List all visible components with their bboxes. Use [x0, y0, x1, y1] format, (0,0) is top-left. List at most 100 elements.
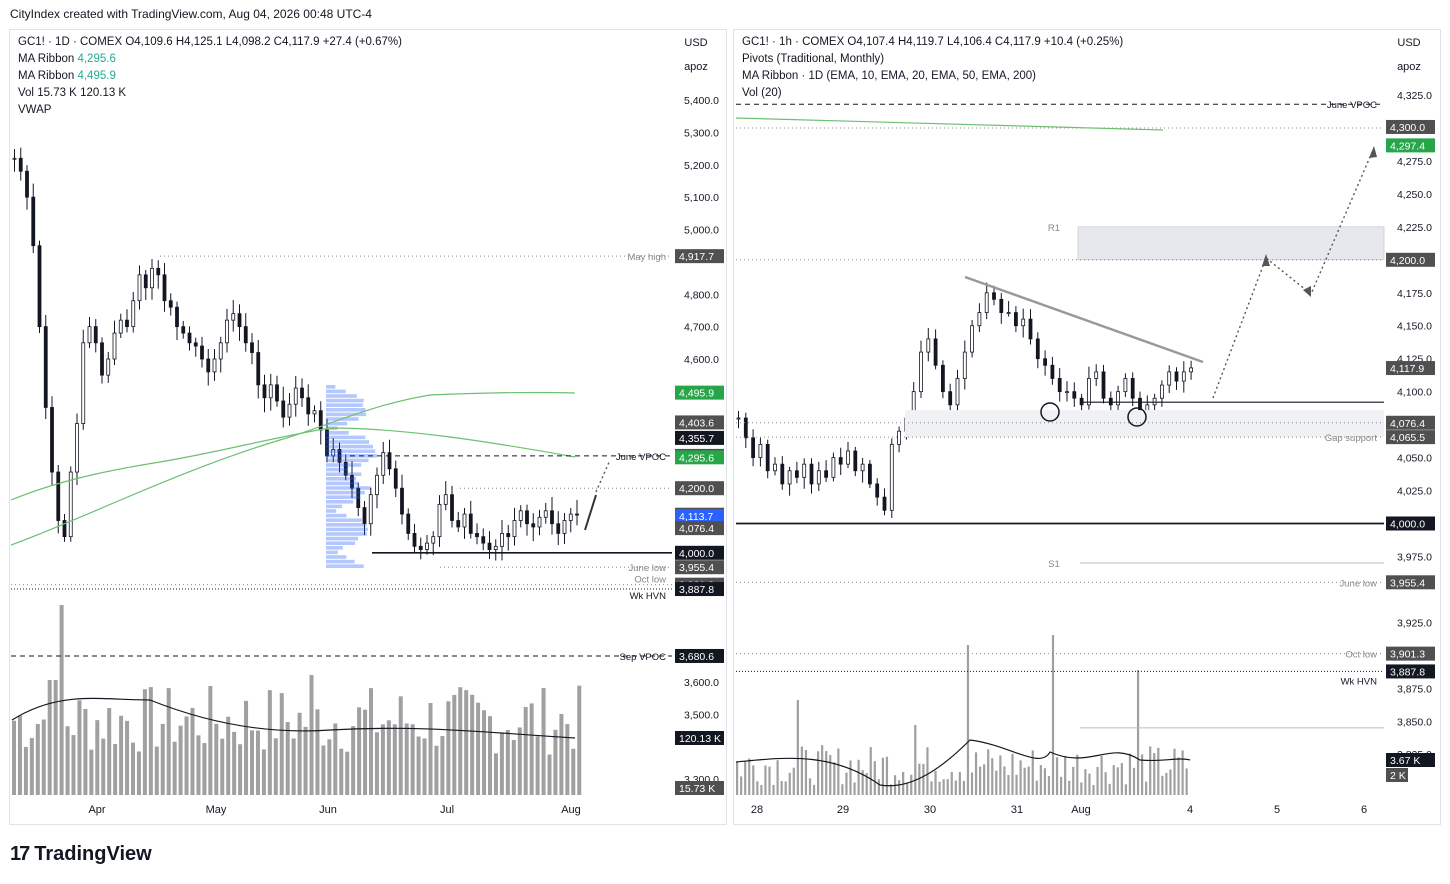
price-tag[interactable] — [675, 415, 724, 430]
price-tag-label[interactable]: 3,887.8 — [679, 584, 714, 596]
price-tag-label[interactable]: 3,901.3 — [1390, 649, 1425, 661]
volume-bar — [821, 745, 824, 795]
price-tag[interactable] — [1386, 119, 1435, 134]
price-tag[interactable] — [675, 582, 724, 597]
price-tag[interactable] — [675, 648, 724, 663]
price-tag[interactable] — [1386, 753, 1435, 767]
right-ma-line[interactable]: MA Ribbon · 1D (EMA, 10, EMA, 20, EMA, 5… — [742, 70, 1037, 82]
volume-bar — [1104, 772, 1107, 795]
price-tag-label[interactable]: 4,200.0 — [1390, 255, 1425, 267]
left-chart-panel[interactable] — [9, 29, 727, 825]
price-tag-label[interactable]: 4,000.0 — [679, 548, 714, 560]
price-tag-label[interactable]: 4,113.7 — [679, 511, 713, 523]
price-tag-label[interactable]: 2 K — [1390, 770, 1406, 782]
right-symbol-line[interactable]: GC1! · 1h · COMEX O4,107.4 H4,119.7 L4,1… — [742, 36, 1124, 48]
price-tag-label[interactable]: 3,680.6 — [679, 651, 714, 663]
price-tag-label[interactable]: 4,917.7 — [679, 251, 714, 263]
left-currency-label[interactable]: USD — [684, 37, 708, 49]
volume-bar — [297, 712, 302, 795]
left-y-tick-label: 3,600.0 — [684, 677, 719, 689]
price-tag[interactable] — [1386, 361, 1435, 376]
volume-bar — [464, 690, 469, 795]
price-tag[interactable] — [675, 481, 724, 496]
candle-body — [773, 463, 777, 472]
candle-body — [1108, 397, 1113, 406]
right-x-tick-label: 4 — [1187, 804, 1193, 816]
price-tag-label[interactable]: 4,117.9 — [1390, 363, 1424, 375]
price-tag-label[interactable]: 4,495.9 — [679, 388, 714, 400]
volume-bar — [1031, 750, 1034, 795]
price-tag[interactable] — [675, 249, 724, 264]
volume-bar — [1120, 763, 1123, 795]
left-unit-label[interactable]: apoz — [684, 61, 708, 73]
candle-body — [743, 417, 748, 439]
left-vwap-line[interactable]: VWAP — [18, 104, 52, 116]
price-tag[interactable] — [1386, 415, 1435, 430]
price-tag-label[interactable]: 3,887.8 — [1390, 666, 1425, 678]
price-tag-label[interactable]: 4,300.0 — [1390, 122, 1425, 134]
price-tag[interactable] — [1386, 768, 1408, 782]
price-tag[interactable] — [675, 385, 724, 400]
price-tag[interactable] — [1386, 516, 1435, 531]
price-tag-label[interactable]: 4,355.7 — [679, 433, 714, 445]
price-tag[interactable] — [675, 781, 724, 795]
candle-body — [131, 300, 136, 328]
price-tag-label[interactable]: 15.73 K — [679, 783, 715, 795]
left-ma2-line[interactable]: MA Ribbon 4,495.9 — [18, 70, 116, 82]
right-currency-label[interactable]: USD — [1397, 37, 1421, 49]
price-tag-label[interactable]: 4,076.4 — [679, 523, 714, 535]
left-symbol-line[interactable]: GC1! · 1D · COMEX O4,109.6 H4,125.1 L4,0… — [18, 36, 402, 48]
volume-bar — [1181, 750, 1184, 795]
volume-bar — [784, 781, 787, 795]
volume-bar — [1177, 757, 1180, 795]
price-tag-label[interactable]: 4,076.4 — [1390, 418, 1425, 430]
volume-bar — [922, 763, 925, 795]
volume-bar — [35, 723, 40, 795]
price-tag[interactable] — [675, 560, 724, 575]
level-label: Oct low — [634, 575, 666, 586]
price-tag-label[interactable]: 4,200.0 — [679, 483, 714, 495]
candle-body — [1079, 397, 1084, 406]
price-tag[interactable] — [675, 450, 724, 465]
right-unit-label[interactable]: apoz — [1397, 61, 1421, 73]
price-tag[interactable] — [675, 521, 724, 536]
right-chart-panel[interactable] — [733, 29, 1441, 825]
price-tag[interactable] — [1386, 646, 1435, 661]
price-tag[interactable] — [675, 731, 724, 745]
left-ma1-line[interactable]: MA Ribbon 4,295.6 — [18, 53, 116, 65]
price-tag[interactable] — [1386, 252, 1435, 267]
price-tag-label[interactable]: 4,000.0 — [1390, 518, 1425, 530]
price-tag[interactable] — [1386, 430, 1435, 445]
price-tag-label[interactable]: 4,403.6 — [679, 417, 714, 429]
swing-low-marker-icon — [1127, 407, 1147, 427]
price-tag[interactable] — [675, 545, 724, 560]
price-tag-label[interactable]: 120.13 K — [679, 733, 721, 745]
price-tag-label[interactable]: 3.67 K — [1390, 755, 1420, 767]
price-tag-label[interactable]: 4,065.5 — [1390, 432, 1425, 444]
right-vol-line[interactable]: Vol (20) — [742, 87, 782, 99]
price-tag[interactable] — [675, 430, 724, 445]
volume-profile-bar — [326, 513, 347, 518]
volume-bar — [369, 688, 373, 795]
price-tag-label[interactable]: 4,295.6 — [679, 452, 714, 464]
candle-body — [1043, 358, 1047, 366]
candle-body — [175, 306, 179, 328]
volume-bar — [303, 726, 308, 795]
volume-profile-bar — [326, 449, 376, 453]
right-pivots-line[interactable]: Pivots (Traditional, Monthly) — [742, 53, 885, 65]
candle-body — [846, 450, 850, 465]
volume-bar — [865, 773, 868, 795]
price-tag-label[interactable]: 3,955.4 — [679, 562, 714, 574]
price-tag-label[interactable]: 4,297.4 — [1390, 140, 1425, 152]
candle-body — [225, 319, 229, 344]
price-tag-label[interactable]: 3,955.4 — [1390, 577, 1425, 589]
candle-body — [256, 352, 261, 386]
volume-profile-bar — [326, 518, 362, 522]
left-vol-line[interactable]: Vol 15.73 K 120.13 K — [18, 87, 127, 99]
price-tag[interactable] — [1386, 138, 1435, 153]
volume-bar — [1007, 774, 1010, 795]
price-tag[interactable] — [1386, 575, 1435, 590]
price-tag[interactable] — [1386, 664, 1435, 679]
price-tag[interactable] — [675, 509, 724, 524]
